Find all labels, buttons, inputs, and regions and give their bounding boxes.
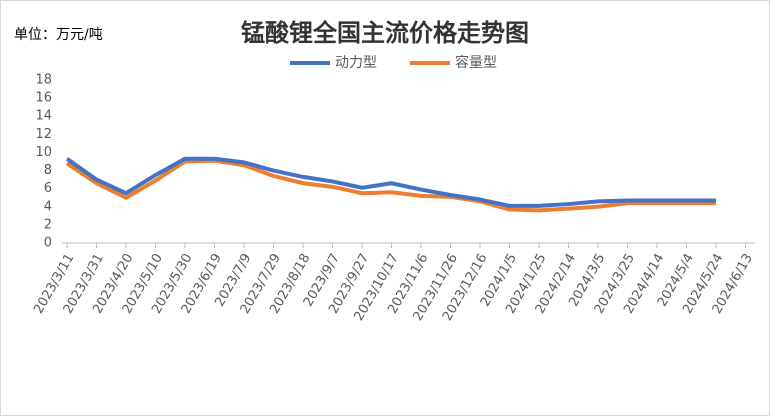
y-tick-label: 4	[44, 199, 52, 214]
y-tick-label: 10	[35, 145, 52, 160]
y-tick-label: 2	[44, 217, 52, 232]
legend-label: 动力型	[335, 55, 377, 71]
y-tick-label: 16	[35, 91, 52, 106]
y-tick-label: 18	[35, 73, 52, 88]
y-tick-label: 14	[35, 109, 52, 124]
y-tick-label: 12	[35, 127, 52, 142]
y-tick-label: 8	[44, 163, 52, 178]
unit-label: 单位：万元/吨	[14, 27, 103, 43]
series-line	[65, 158, 716, 213]
legend: 动力型 容量型	[290, 54, 497, 71]
series-line	[65, 156, 716, 208]
y-tick-label: 6	[44, 181, 52, 196]
legend-label: 容量型	[455, 54, 497, 71]
y-tick-label: 0	[44, 236, 52, 251]
chart-title: 锰酸锂全国主流价格走势图	[241, 19, 529, 47]
